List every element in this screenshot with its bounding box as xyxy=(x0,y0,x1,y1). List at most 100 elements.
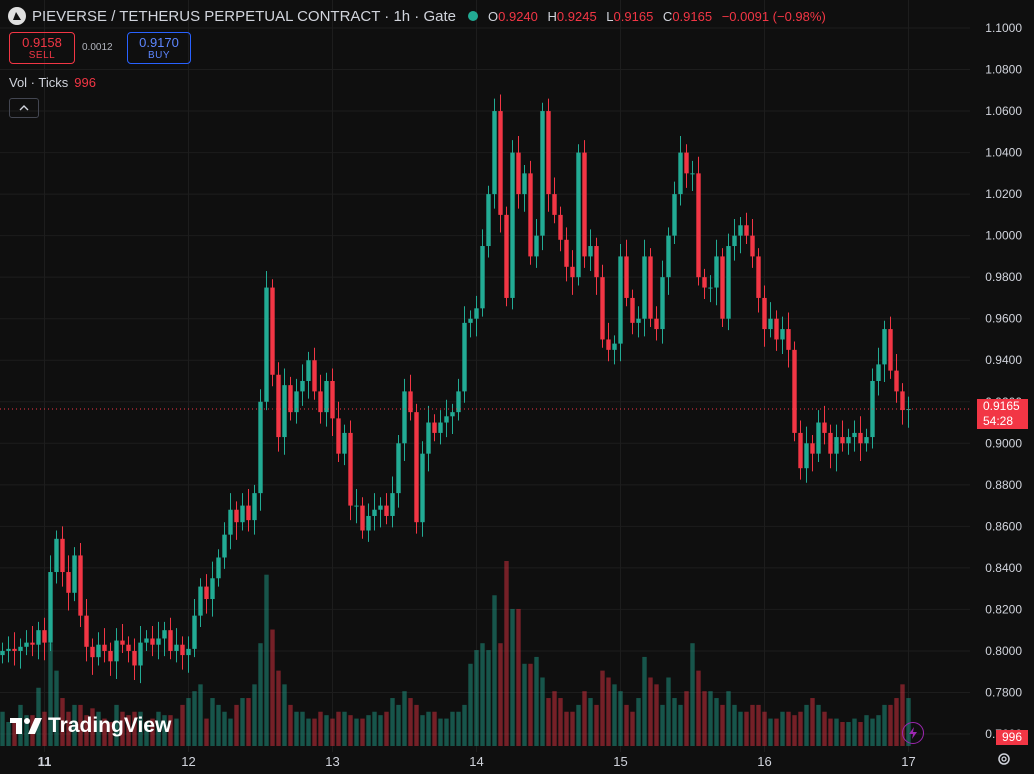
candle xyxy=(72,547,77,602)
candle xyxy=(546,98,551,212)
settings-gear-icon[interactable] xyxy=(996,751,1012,767)
volume-bar xyxy=(576,704,581,746)
sell-button[interactable]: 0.9158 SELL xyxy=(9,32,75,64)
candle xyxy=(126,636,131,663)
candle xyxy=(726,233,731,331)
volume-bar xyxy=(810,698,815,746)
volume-bar xyxy=(342,711,347,746)
price-tick-label: 1.1000 xyxy=(985,21,1022,35)
candle xyxy=(684,144,689,188)
volume-bar xyxy=(426,711,431,746)
flash-icon[interactable] xyxy=(902,722,924,744)
candle xyxy=(702,268,707,299)
volume-bar xyxy=(54,670,59,746)
candle xyxy=(90,638,95,675)
volume-bar xyxy=(48,643,53,746)
candle xyxy=(180,636,185,670)
volume-bar xyxy=(72,704,77,746)
chart-grid xyxy=(0,0,970,752)
volume-bar xyxy=(600,670,605,746)
candle xyxy=(18,638,23,669)
volume-bar xyxy=(624,704,629,746)
volume-bar xyxy=(294,711,299,746)
volume-bar xyxy=(552,691,557,746)
time-tick-label: 14 xyxy=(469,754,483,769)
candle xyxy=(276,362,281,452)
candle xyxy=(810,434,815,472)
volume-bar xyxy=(288,704,293,746)
sell-label: SELL xyxy=(28,50,56,61)
volume-bar xyxy=(228,718,233,746)
candle xyxy=(150,626,155,657)
candle xyxy=(48,555,53,651)
candle xyxy=(306,351,311,399)
volume-bar xyxy=(798,711,803,746)
candle xyxy=(78,542,83,628)
candle xyxy=(444,399,449,438)
candle xyxy=(834,424,839,472)
volume-bar xyxy=(744,711,749,746)
candle xyxy=(348,420,353,521)
candle xyxy=(408,374,413,421)
candle xyxy=(108,642,113,676)
candle xyxy=(24,630,29,656)
candle xyxy=(648,248,653,328)
candle xyxy=(138,626,143,684)
volume-bar xyxy=(774,718,779,746)
time-axis[interactable]: 11 12 13 14 15 16 17 xyxy=(38,754,916,769)
volume-bar xyxy=(198,684,203,746)
volume-bar xyxy=(558,698,563,746)
candle xyxy=(54,530,59,584)
candle xyxy=(822,405,827,445)
candle xyxy=(786,312,791,368)
tradingview-logo[interactable]: TradingView xyxy=(10,714,171,738)
volume-bar xyxy=(846,722,851,746)
volume-bar xyxy=(612,684,617,746)
candle xyxy=(480,229,485,317)
volume-bar xyxy=(360,718,365,746)
price-tick-label: 0.7800 xyxy=(985,685,1022,699)
candle xyxy=(498,94,503,233)
volume-legend-label: Vol · Ticks xyxy=(9,75,69,90)
volume-bar xyxy=(222,711,227,746)
volume-bar xyxy=(666,677,671,746)
candle xyxy=(60,526,65,587)
symbol-title[interactable]: PIEVERSE / TETHERUS PERPETUAL CONTRACT ·… xyxy=(32,7,456,25)
collapse-legend-button[interactable] xyxy=(9,98,39,118)
buy-button[interactable]: 0.9170 BUY xyxy=(127,32,191,64)
volume-bar xyxy=(42,711,47,746)
candle xyxy=(852,420,857,452)
candle xyxy=(660,260,665,344)
volume-bar xyxy=(534,656,539,746)
volume-bar xyxy=(834,718,839,746)
candle xyxy=(636,306,641,338)
candle xyxy=(612,335,617,365)
volume-bar xyxy=(780,711,785,746)
candle xyxy=(486,185,491,258)
candle xyxy=(762,285,767,347)
candle xyxy=(582,140,587,268)
candle xyxy=(366,503,371,542)
volume-bar xyxy=(480,643,485,746)
volume-bar xyxy=(456,711,461,746)
volume-bar xyxy=(840,722,845,746)
time-tick-label: 17 xyxy=(901,754,915,769)
time-tick-label: 12 xyxy=(181,754,195,769)
candle xyxy=(828,424,833,469)
spread-value: 0.0012 xyxy=(82,42,113,53)
candle xyxy=(654,306,659,341)
candle xyxy=(330,368,335,437)
volume-bar xyxy=(588,698,593,746)
candle xyxy=(504,206,509,307)
volume-bar xyxy=(870,718,875,746)
volume-bar xyxy=(258,643,263,746)
candle xyxy=(384,493,389,525)
price-axis[interactable]: 0.76000.78000.80000.82000.84000.86000.88… xyxy=(985,21,1022,741)
last-price-badge: 0.9165 54:28 xyxy=(977,399,1028,429)
candle xyxy=(672,181,677,244)
candle xyxy=(816,410,821,462)
candle xyxy=(264,270,269,411)
candle xyxy=(222,522,227,569)
volume-bar xyxy=(246,698,251,746)
